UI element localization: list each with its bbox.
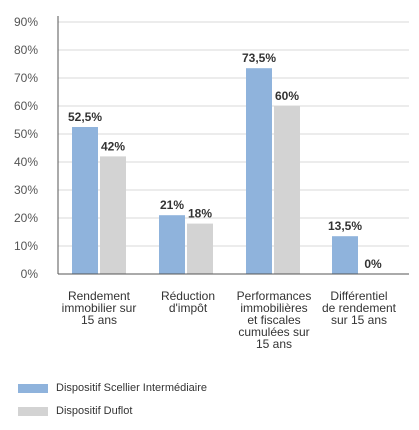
category-label-line: immobilières bbox=[240, 301, 308, 315]
y-tick-label: 0% bbox=[21, 267, 39, 281]
y-tick-label: 10% bbox=[14, 239, 38, 253]
axes bbox=[57, 16, 409, 275]
category-label-rendement: Rendement immobilier sur 15 ans bbox=[56, 290, 142, 326]
bar-duflot bbox=[187, 223, 213, 274]
category-label-performances: Performances immobilières et fiscales cumul… bbox=[231, 290, 317, 350]
y-tick-label: 70% bbox=[14, 71, 38, 85]
legend-item-scellier: Dispositif Scellier Intermédiaire bbox=[18, 382, 207, 394]
y-tick-label: 90% bbox=[14, 15, 38, 29]
y-tick-label: 20% bbox=[14, 211, 38, 225]
legend-label-scellier: Dispositif Scellier Intermédiaire bbox=[56, 382, 207, 394]
legend-swatch-scellier bbox=[18, 383, 48, 393]
category-label-line: d'impôt bbox=[168, 301, 208, 315]
y-tick-label: 60% bbox=[14, 99, 38, 113]
data-label: 73,5% bbox=[242, 51, 276, 65]
y-tick-label: 50% bbox=[14, 127, 38, 141]
category-label-line: cumulées sur bbox=[238, 325, 310, 339]
category-label-line: Rendement bbox=[67, 289, 131, 303]
y-tick-label: 80% bbox=[14, 43, 38, 57]
category-label-line: Différentiel bbox=[330, 289, 388, 303]
category-label-line: Réduction bbox=[160, 289, 216, 303]
legend-label-duflot: Dispositif Duflot bbox=[56, 405, 133, 417]
y-axis-ticks: 0% 10% 20% 30% 40% 50% 60% 70% 80% 90% bbox=[14, 15, 38, 281]
bar-scellier bbox=[72, 127, 98, 274]
legend-item-duflot: Dispositif Duflot bbox=[18, 405, 132, 417]
data-labels: 52,5% 21% 73,5% 13,5% 42% 18% 60% 0% bbox=[68, 51, 382, 271]
data-label: 60% bbox=[275, 89, 299, 103]
bar-duflot bbox=[274, 106, 300, 274]
data-label: 42% bbox=[101, 139, 125, 153]
data-label: 0% bbox=[364, 257, 382, 271]
y-tick-label: 30% bbox=[14, 183, 38, 197]
category-label-line: immobilier sur bbox=[61, 301, 137, 315]
legend-swatch-duflot bbox=[18, 406, 48, 416]
data-label: 21% bbox=[160, 198, 184, 212]
bars bbox=[72, 68, 358, 274]
y-tick-label: 40% bbox=[14, 155, 38, 169]
bar-scellier bbox=[332, 236, 358, 274]
category-label-line: Performances bbox=[236, 289, 312, 303]
bar-duflot bbox=[100, 156, 126, 274]
category-label-line: 15 ans bbox=[80, 313, 118, 327]
data-label: 52,5% bbox=[68, 110, 102, 124]
category-label-differentiel: Différentiel de rendement sur 15 ans bbox=[316, 290, 402, 326]
category-label-reduction: Réduction d'impôt bbox=[145, 290, 231, 314]
data-label: 18% bbox=[188, 207, 212, 221]
category-label-line: de rendement bbox=[321, 301, 397, 315]
data-label: 13,5% bbox=[328, 219, 362, 233]
bar-scellier bbox=[159, 215, 185, 274]
category-label-line: 15 ans bbox=[255, 337, 293, 351]
bar-scellier bbox=[246, 68, 272, 274]
category-label-line: sur 15 ans bbox=[330, 313, 388, 327]
category-label-line: et fiscales bbox=[247, 313, 301, 327]
